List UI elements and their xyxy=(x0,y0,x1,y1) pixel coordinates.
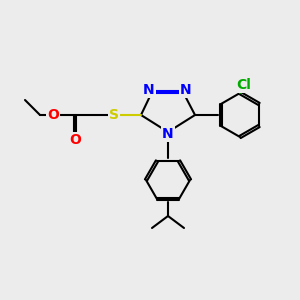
Text: N: N xyxy=(143,83,155,97)
Text: O: O xyxy=(47,108,59,122)
Text: O: O xyxy=(69,133,81,147)
Text: N: N xyxy=(162,127,174,141)
Text: S: S xyxy=(109,108,119,122)
Text: Cl: Cl xyxy=(237,78,251,92)
Text: N: N xyxy=(180,83,192,97)
